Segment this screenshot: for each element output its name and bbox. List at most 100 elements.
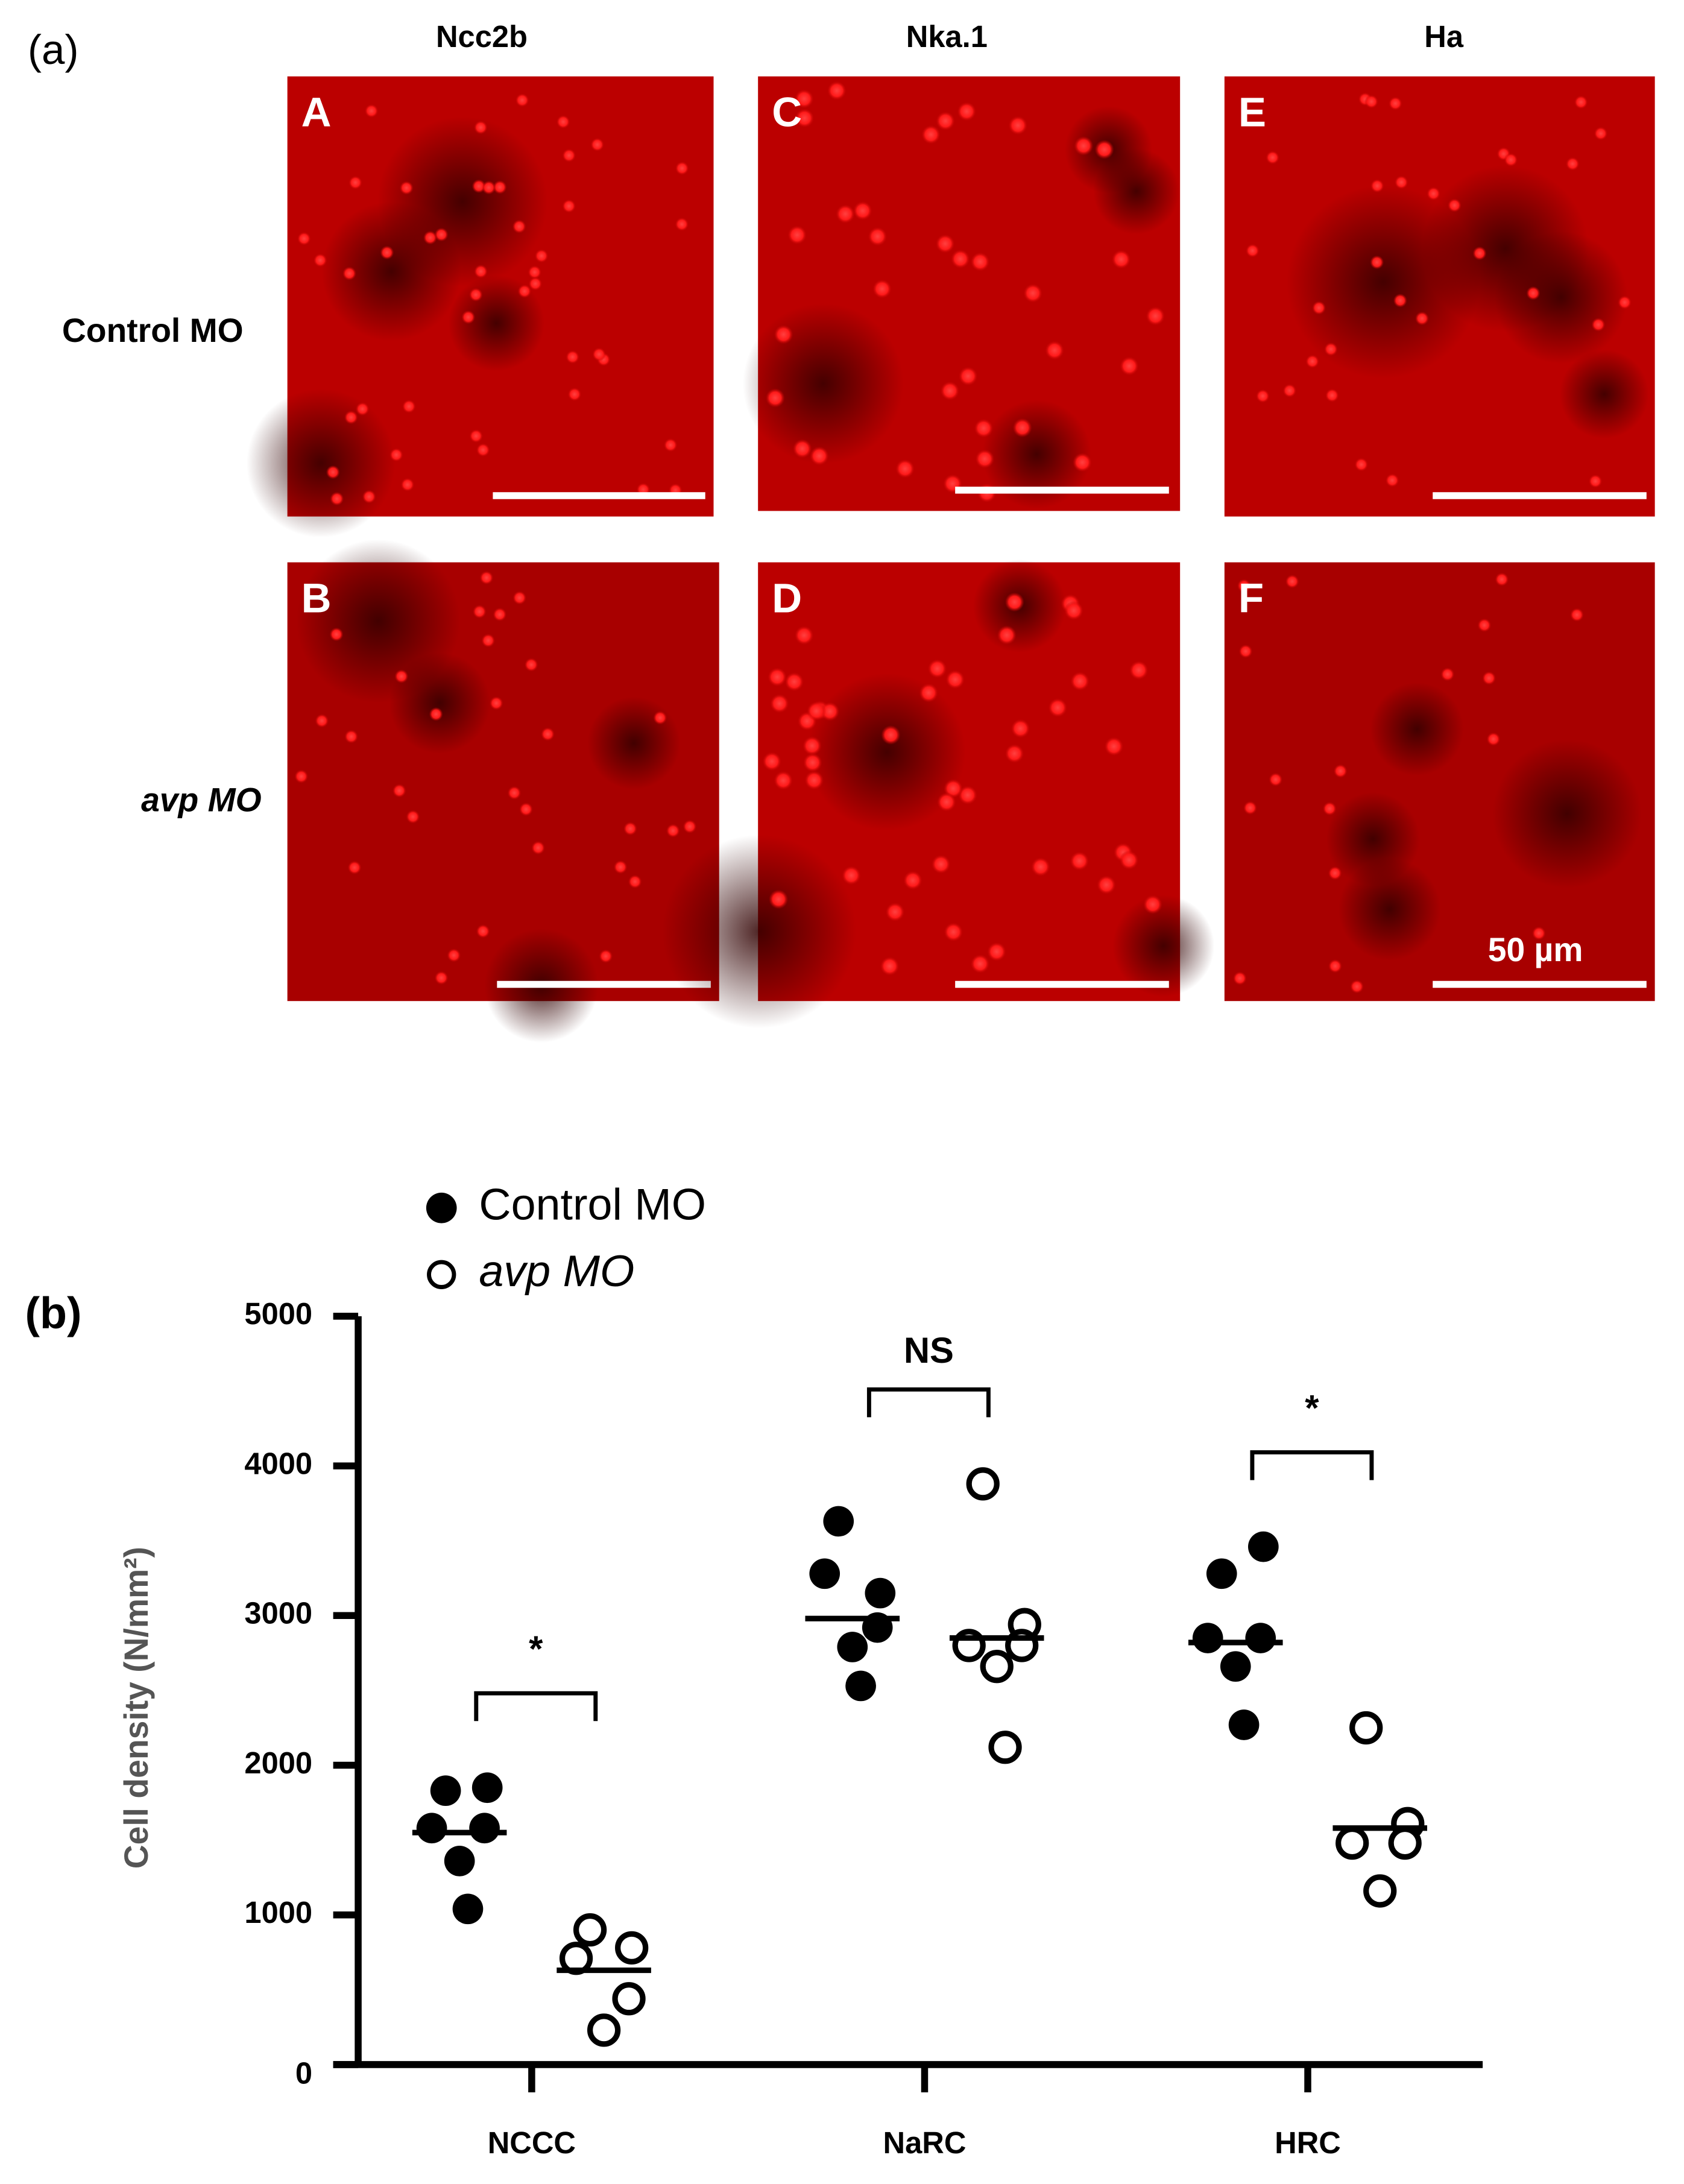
data-point — [980, 1650, 1014, 1684]
cell — [1526, 286, 1541, 300]
cell — [297, 232, 311, 246]
cell — [481, 633, 496, 648]
cell — [895, 459, 915, 479]
cell — [1325, 388, 1339, 403]
cell — [344, 410, 358, 424]
cell — [469, 429, 484, 443]
dark-region — [1286, 185, 1480, 379]
cell — [528, 276, 543, 291]
dark-region — [389, 652, 490, 754]
data-point — [1363, 1874, 1397, 1908]
cell — [493, 180, 507, 194]
significance-bracket — [866, 1387, 991, 1418]
cell — [1328, 866, 1342, 880]
cell — [473, 264, 488, 279]
cell — [512, 219, 526, 234]
cell — [1388, 96, 1402, 111]
cell — [1096, 875, 1117, 895]
cell — [1269, 772, 1283, 787]
cell — [1618, 295, 1632, 310]
cell — [1482, 671, 1496, 686]
data-point — [615, 1931, 649, 1965]
cell — [315, 713, 329, 728]
data-point — [1388, 1826, 1422, 1860]
cell — [868, 227, 888, 247]
cell — [927, 658, 947, 678]
cell — [802, 736, 822, 756]
cell — [675, 217, 689, 232]
cell — [1394, 175, 1408, 189]
significance-bracket — [474, 1691, 598, 1722]
panel-a: (a) Ncc2b Nka.1 Ha Control MO avp MO — [28, 19, 1464, 819]
cell — [556, 115, 570, 129]
cell — [566, 350, 580, 364]
cell — [820, 701, 840, 722]
cell — [347, 860, 362, 875]
x-tick-label: NaRC — [883, 2126, 967, 2160]
cell — [476, 443, 490, 457]
cell — [804, 770, 824, 791]
cell — [675, 161, 689, 175]
cell — [940, 381, 960, 401]
cell — [880, 956, 900, 976]
panel-label: (a) — [28, 26, 78, 73]
cell — [841, 865, 862, 885]
cell — [531, 841, 546, 855]
scale-label: 50 µm — [1488, 931, 1583, 968]
cell — [1070, 671, 1090, 691]
panel-letter: B — [301, 574, 332, 621]
dark-region — [982, 400, 1091, 509]
data-point — [452, 1893, 484, 1925]
dark-region — [1370, 682, 1464, 776]
cell — [1011, 719, 1030, 739]
cell — [769, 693, 789, 713]
cell — [468, 288, 483, 302]
cell — [1255, 389, 1270, 403]
cell — [447, 948, 461, 962]
cell — [1143, 894, 1163, 915]
cell — [1129, 660, 1149, 680]
cell — [1504, 153, 1518, 167]
cell — [1323, 342, 1338, 356]
cell — [1119, 850, 1139, 870]
data-point — [612, 1982, 646, 2016]
cell — [666, 824, 680, 838]
column-label: Ha — [1424, 19, 1464, 54]
dark-region — [742, 303, 904, 464]
panel-letter: E — [1238, 88, 1266, 135]
x-tick-label: NCCC — [488, 2126, 576, 2160]
cell — [364, 104, 379, 118]
cell — [931, 854, 951, 874]
data-point — [416, 1813, 447, 1844]
cell — [774, 771, 793, 791]
cell — [507, 786, 522, 800]
cell — [1447, 198, 1462, 213]
y-tick-label: 3000 — [244, 1596, 312, 1630]
cell — [1266, 150, 1280, 165]
data-point — [845, 1670, 876, 1702]
cell — [653, 710, 667, 725]
cell — [1415, 311, 1430, 326]
cell — [400, 478, 415, 492]
row-label: Control MO — [62, 312, 244, 349]
cell — [380, 245, 394, 260]
cell — [1531, 926, 1546, 941]
cell — [970, 251, 990, 272]
cell — [1349, 979, 1364, 994]
cell — [394, 669, 409, 684]
data-point — [430, 1775, 461, 1807]
data-point — [809, 1558, 840, 1589]
cell — [1023, 283, 1043, 303]
panel-letter: A — [301, 88, 332, 135]
cell — [806, 701, 827, 721]
data-point — [823, 1506, 854, 1537]
cell — [1354, 457, 1369, 472]
data-point — [444, 1846, 475, 1876]
data-point — [1192, 1623, 1223, 1653]
cell — [1427, 186, 1441, 201]
cell — [567, 387, 582, 402]
cell — [355, 402, 370, 416]
cell — [1477, 618, 1492, 633]
significance-label: * — [1305, 1387, 1319, 1428]
cell — [528, 265, 542, 279]
